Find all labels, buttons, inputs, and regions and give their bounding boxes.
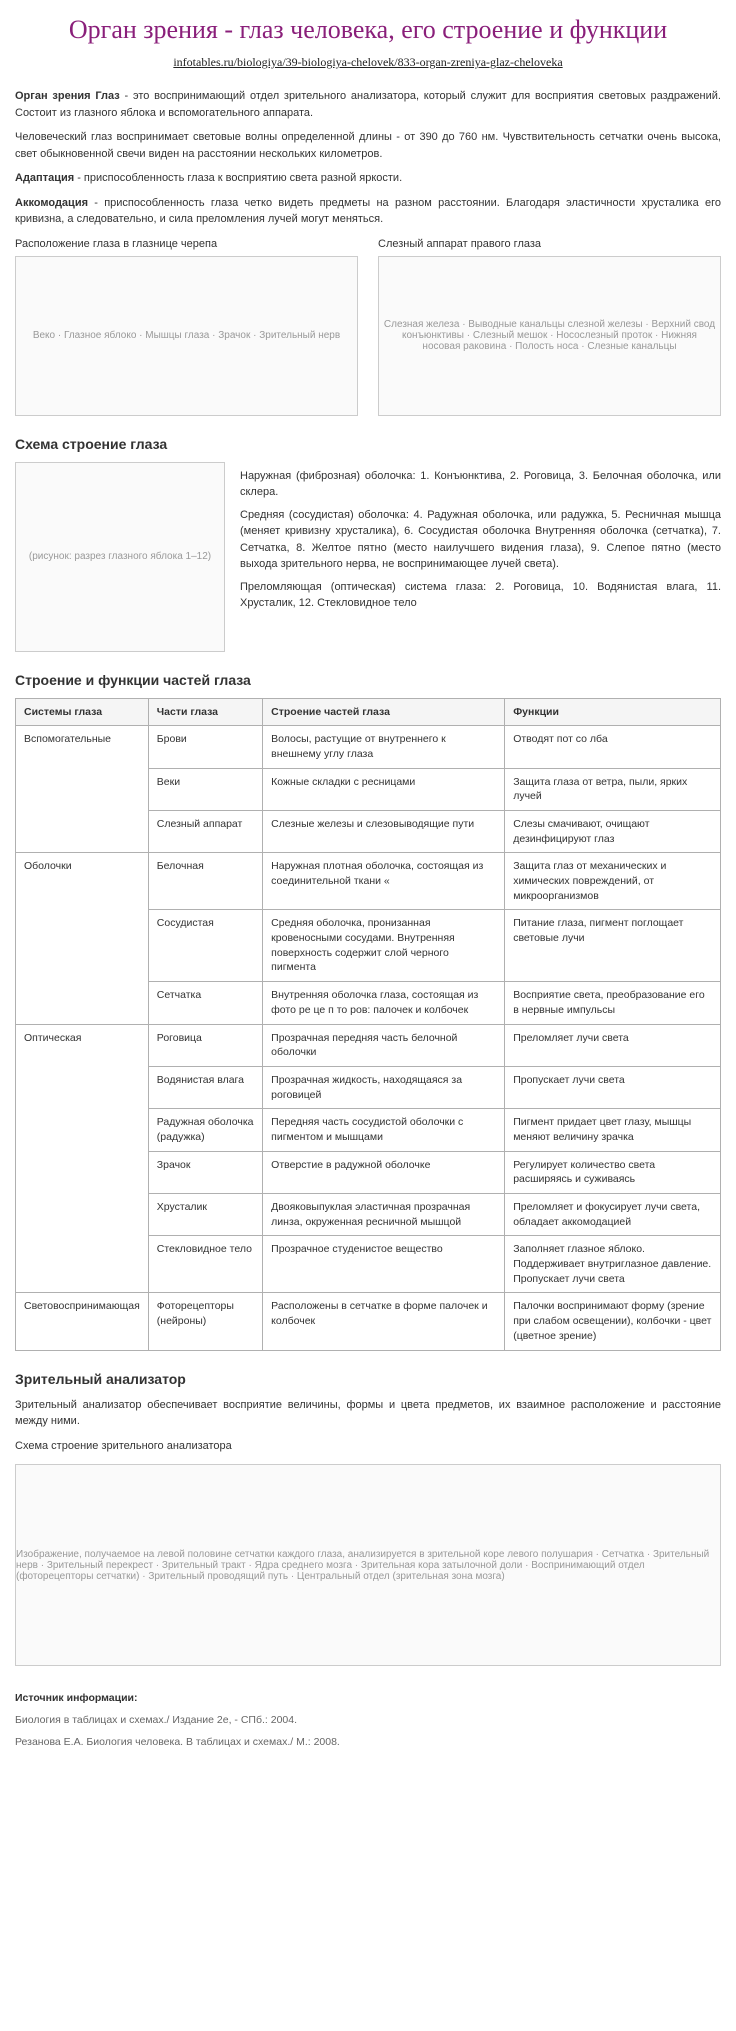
schema-p2: Средняя (сосудистая) оболочка: 4. Радужн…	[240, 507, 721, 573]
table-cell: Отводят пот со лба	[505, 726, 721, 768]
table-cell: Двояковыпуклая эластичная прозрачная лин…	[263, 1194, 505, 1236]
table-cell: Сосудистая	[148, 910, 262, 982]
page-title: Орган зрения - глаз человека, его строен…	[15, 15, 721, 45]
table-cell: Палочки воспринимают форму (зрение при с…	[505, 1293, 721, 1350]
table-row: ОптическаяРоговицаПрозрачная передняя ча…	[16, 1024, 721, 1066]
table-cell: Хрусталик	[148, 1194, 262, 1236]
table-cell: Средняя оболочка, пронизанная кровеносны…	[263, 910, 505, 982]
intro-p1-text: - это воспринимающий отдел зрительного а…	[15, 90, 721, 119]
source-line-1: Биология в таблицах и схемах./ Издание 2…	[15, 1713, 721, 1729]
table-cell: Внутренняя оболочка глаза, состоящая из …	[263, 982, 505, 1024]
intro-p1-bold: Орган зрения Глаз	[15, 90, 120, 102]
table-cell: Прозрачное студенистое вещество	[263, 1236, 505, 1293]
eye-parts-table: Системы глазаЧасти глазаСтроение частей …	[15, 698, 721, 1351]
page-url: infotables.ru/biologiya/39-biologiya-che…	[15, 55, 721, 70]
figure-caption-2: Слезный аппарат правого глаза	[378, 238, 721, 250]
schema-p3: Преломляющая (оптическая) система глаза:…	[240, 579, 721, 612]
figure-caption-1: Расположение глаза в глазнице черепа	[15, 238, 358, 250]
table-cell: Заполняет глазное яблоко. Поддерживает в…	[505, 1236, 721, 1293]
table-cell: Радужная оболочка (радужка)	[148, 1109, 262, 1151]
table-cell: Водянистая влага	[148, 1066, 262, 1108]
table-cell: Веки	[148, 768, 262, 810]
table-header-cell: Строение частей глаза	[263, 698, 505, 726]
table-body: ВспомогательныеБровиВолосы, растущие от …	[16, 726, 721, 1350]
table-cell: Белочная	[148, 853, 262, 910]
table-cell: Пропускает лучи света	[505, 1066, 721, 1108]
source-line-2: Резанова Е.А. Биология человека. В табли…	[15, 1735, 721, 1751]
intro-p3: Адаптация - приспособленность глаза к во…	[15, 170, 721, 187]
table-cell: Брови	[148, 726, 262, 768]
schema-heading: Схема строение глаза	[15, 436, 721, 452]
table-cell: Прозрачная передняя часть белочной оболо…	[263, 1024, 505, 1066]
table-header-cell: Системы глаза	[16, 698, 149, 726]
intro-p1: Орган зрения Глаз - это воспринимающий о…	[15, 88, 721, 121]
table-cell-system: Оболочки	[16, 853, 149, 1024]
analyzer-figure: Изображение, получаемое на левой половин…	[15, 1464, 721, 1666]
table-heading: Строение и функции частей глаза	[15, 672, 721, 688]
intro-p4-bold: Аккомодация	[15, 197, 88, 209]
table-row: СветовоспринимающаяФоторецепторы (нейрон…	[16, 1293, 721, 1350]
table-header-cell: Части глаза	[148, 698, 262, 726]
intro-p4-text: - приспособленность глаза четко видеть п…	[15, 197, 721, 226]
intro-p2: Человеческий глаз воспринимает световые …	[15, 129, 721, 162]
figure-col-1: Расположение глаза в глазнице черепа Век…	[15, 238, 358, 416]
intro-p3-text: - приспособленность глаза к восприятию с…	[74, 172, 402, 184]
intro-block: Орган зрения Глаз - это воспринимающий о…	[15, 88, 721, 228]
table-header-cell: Функции	[505, 698, 721, 726]
table-cell: Слезные железы и слезовыводящие пути	[263, 810, 505, 852]
table-cell: Роговица	[148, 1024, 262, 1066]
table-cell: Защита глаз от механических и химических…	[505, 853, 721, 910]
schema-figure: (рисунок: разрез глазного яблока 1–12)	[15, 462, 225, 652]
table-cell: Питание глаза, пигмент поглощает световы…	[505, 910, 721, 982]
intro-p3-bold: Адаптация	[15, 172, 74, 184]
intro-p4: Аккомодация - приспособленность глаза че…	[15, 195, 721, 228]
schema-description: Наружная (фиброзная) оболочка: 1. Конъюн…	[240, 462, 721, 652]
table-cell: Волосы, растущие от внутреннего к внешне…	[263, 726, 505, 768]
source-block: Источник информации: Биология в таблицах…	[15, 1691, 721, 1750]
figure-row-top: Расположение глаза в глазнице черепа Век…	[15, 238, 721, 416]
table-cell: Восприятие света, преобразование его в н…	[505, 982, 721, 1024]
table-cell: Преломляет лучи света	[505, 1024, 721, 1066]
table-cell: Расположены в сетчатке в форме палочек и…	[263, 1293, 505, 1350]
analyzer-caption: Схема строение зрительного анализатора	[15, 1438, 721, 1455]
schema-block: (рисунок: разрез глазного яблока 1–12) Н…	[15, 462, 721, 652]
table-cell: Наружная плотная оболочка, состоящая из …	[263, 853, 505, 910]
schema-p1: Наружная (фиброзная) оболочка: 1. Конъюн…	[240, 468, 721, 501]
table-row: ВспомогательныеБровиВолосы, растущие от …	[16, 726, 721, 768]
table-cell: Отверстие в радужной оболочке	[263, 1151, 505, 1193]
table-cell: Стекловидное тело	[148, 1236, 262, 1293]
analyzer-block: Зрительный анализатор Зрительный анализа…	[15, 1371, 721, 1667]
table-cell: Сетчатка	[148, 982, 262, 1024]
analyzer-heading: Зрительный анализатор	[15, 1371, 721, 1387]
table-cell: Прозрачная жидкость, находящаяся за рого…	[263, 1066, 505, 1108]
figure-col-2: Слезный аппарат правого глаза Слезная же…	[378, 238, 721, 416]
figure-placeholder-2: Слезная железа · Выводные канальцы слезн…	[378, 256, 721, 416]
source-heading: Источник информации:	[15, 1691, 721, 1707]
table-cell-system: Оптическая	[16, 1024, 149, 1293]
table-cell: Слезный аппарат	[148, 810, 262, 852]
table-cell: Защита глаза от ветра, пыли, ярких лучей	[505, 768, 721, 810]
table-cell: Передняя часть сосудистой оболочки с пиг…	[263, 1109, 505, 1151]
figure-placeholder-1: Веко · Глазное яблоко · Мышцы глаза · Зр…	[15, 256, 358, 416]
table-cell: Пигмент придает цвет глазу, мышцы меняют…	[505, 1109, 721, 1151]
table-cell-system: Вспомогательные	[16, 726, 149, 853]
table-cell: Зрачок	[148, 1151, 262, 1193]
table-cell: Преломляет и фокусирует лучи света, обла…	[505, 1194, 721, 1236]
table-cell: Кожные складки с ресницами	[263, 768, 505, 810]
table-cell: Фоторецепторы (нейроны)	[148, 1293, 262, 1350]
table-head: Системы глазаЧасти глазаСтроение частей …	[16, 698, 721, 726]
analyzer-p1: Зрительный анализатор обеспечивает воспр…	[15, 1397, 721, 1430]
table-cell: Регулирует количество света расширяясь и…	[505, 1151, 721, 1193]
table-cell: Слезы смачивают, очищают дезинфицируют г…	[505, 810, 721, 852]
table-row: ОболочкиБелочнаяНаружная плотная оболочк…	[16, 853, 721, 910]
table-cell-system: Световоспринимающая	[16, 1293, 149, 1350]
